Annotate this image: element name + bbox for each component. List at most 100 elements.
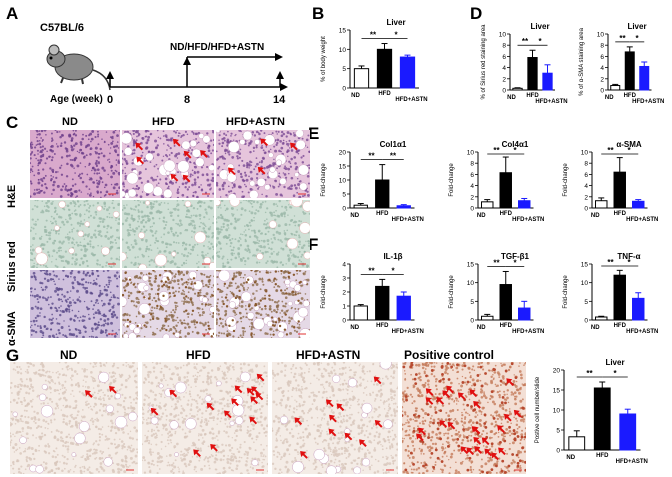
red-arrow-icon — [471, 426, 480, 434]
y-tick-label: 6 — [600, 54, 604, 61]
y-tick-label: 10 — [597, 32, 605, 39]
bar — [353, 204, 368, 209]
x-tick-label: HFD — [614, 211, 627, 217]
y-tick-label: 6 — [584, 172, 588, 179]
red-arrow-icon — [300, 451, 308, 459]
tick-label: 8 — [184, 94, 190, 106]
micrograph-tile — [216, 130, 310, 198]
x-tick-label: HFD+ASTN — [626, 217, 658, 223]
significance-label: ** — [368, 266, 375, 275]
red-arrow-icon — [227, 167, 236, 176]
red-arrow-icon — [182, 174, 191, 183]
y-tick-label: 0 — [342, 318, 346, 325]
red-arrow-icon — [374, 420, 383, 428]
chart-title: Liver — [530, 22, 549, 31]
bar — [512, 87, 523, 91]
panel-label-b: B — [312, 4, 325, 23]
y-tick-label: 10 — [467, 150, 475, 157]
y-tick-label: 4 — [502, 65, 506, 72]
y-axis-label: % of body weight — [321, 36, 327, 82]
y-tick-label: 8 — [584, 161, 588, 168]
panel-label-g: G — [6, 346, 20, 365]
y-tick-label: 2 — [470, 194, 474, 201]
bar — [375, 179, 390, 209]
red-arrow-icon — [373, 376, 382, 385]
chart-title: Col4α1 — [502, 140, 529, 149]
red-arrow-icon — [193, 449, 201, 458]
y-tick-label: 15 — [339, 164, 347, 171]
panel-label-e: E — [308, 124, 320, 143]
y-tick-label: 15 — [581, 262, 589, 269]
bar-chart-d2: Liver % of α-SMA staining area 0 2 4 6 8 10 ND HF… — [579, 22, 664, 105]
bar — [613, 274, 626, 321]
red-arrow-icon — [210, 443, 218, 452]
y-tick-label: 0 — [470, 318, 474, 325]
y-tick-label: 10 — [499, 32, 507, 39]
red-arrow-icon — [473, 400, 481, 409]
x-tick-label: ND — [350, 325, 359, 331]
y-tick-label: 4 — [342, 262, 346, 269]
significance-label: * — [538, 37, 542, 46]
red-arrow-icon — [206, 402, 215, 411]
chart-title: TGF-β1 — [501, 252, 530, 261]
x-tick-label: ND — [605, 95, 614, 101]
y-tick-label: 5 — [584, 299, 588, 306]
panel-label-c: C — [6, 113, 19, 132]
red-arrow-icon — [359, 439, 367, 448]
chart-title: Liver — [386, 18, 405, 27]
red-arrow-icon — [290, 142, 298, 151]
bar-chart-d1: Liver % of Sirius red staining area 0 2 4 6 8 1… — [481, 22, 568, 105]
y-tick-label: 15 — [467, 262, 475, 269]
y-tick-label: 5 — [556, 428, 560, 435]
x-tick-label: HFD+ASTN — [512, 329, 544, 335]
bar — [568, 436, 586, 451]
micrograph-tile — [30, 130, 120, 198]
bar — [593, 387, 611, 451]
significance-label: * — [513, 258, 517, 267]
red-arrow-icon — [255, 392, 264, 401]
red-arrow-icon — [418, 427, 426, 436]
x-tick-label: ND — [507, 95, 516, 101]
significance-label: ** — [368, 152, 375, 161]
x-tick-label: HFD — [376, 211, 389, 217]
significance-label: ** — [607, 146, 614, 155]
x-tick-label: HFD — [378, 91, 391, 97]
red-arrow-icon — [481, 437, 490, 446]
x-tick-label: HFD+ASTN — [616, 459, 648, 465]
significance-label: * — [613, 369, 617, 378]
bar — [527, 57, 538, 91]
bar — [499, 172, 512, 209]
significance-label: ** — [586, 369, 593, 378]
x-tick-label: ND — [477, 213, 486, 219]
arrow-up-icon — [183, 57, 191, 65]
y-tick-label: 10 — [339, 47, 347, 54]
mouse-icon — [46, 44, 111, 91]
bar — [613, 171, 626, 209]
y-axis-label: Fold-change — [449, 163, 455, 197]
x-tick-label: HFD+ASTN — [626, 329, 658, 335]
y-tick-label: 0 — [470, 206, 474, 213]
row-header: H&E — [6, 184, 18, 208]
row-header: α-SMA — [6, 311, 18, 346]
y-axis-label: % of Sirius red staining area — [481, 24, 487, 100]
bar — [376, 48, 393, 89]
red-arrow-icon — [466, 447, 475, 456]
red-arrow-icon — [498, 447, 506, 456]
x-tick-label: HFD+ASTN — [535, 99, 567, 105]
red-arrow-icon — [256, 373, 265, 382]
x-tick-label: ND — [566, 455, 575, 461]
y-axis-label: % of α-SMA staining area — [579, 27, 585, 95]
red-arrow-icon — [294, 417, 303, 426]
y-tick-label: 5 — [342, 192, 346, 199]
red-arrow-icon — [344, 432, 353, 441]
x-tick-label: HFD — [376, 323, 389, 329]
red-arrow-icon — [506, 378, 515, 387]
significance-label: * — [627, 146, 631, 155]
bar — [353, 305, 368, 321]
y-axis-label: Fold-change — [563, 163, 569, 197]
micrograph-tile — [142, 362, 268, 474]
column-header: HFD+ASTN — [226, 116, 285, 128]
bar — [518, 307, 531, 321]
y-tick-label: 4 — [584, 183, 588, 190]
red-arrow-icon — [250, 396, 259, 405]
